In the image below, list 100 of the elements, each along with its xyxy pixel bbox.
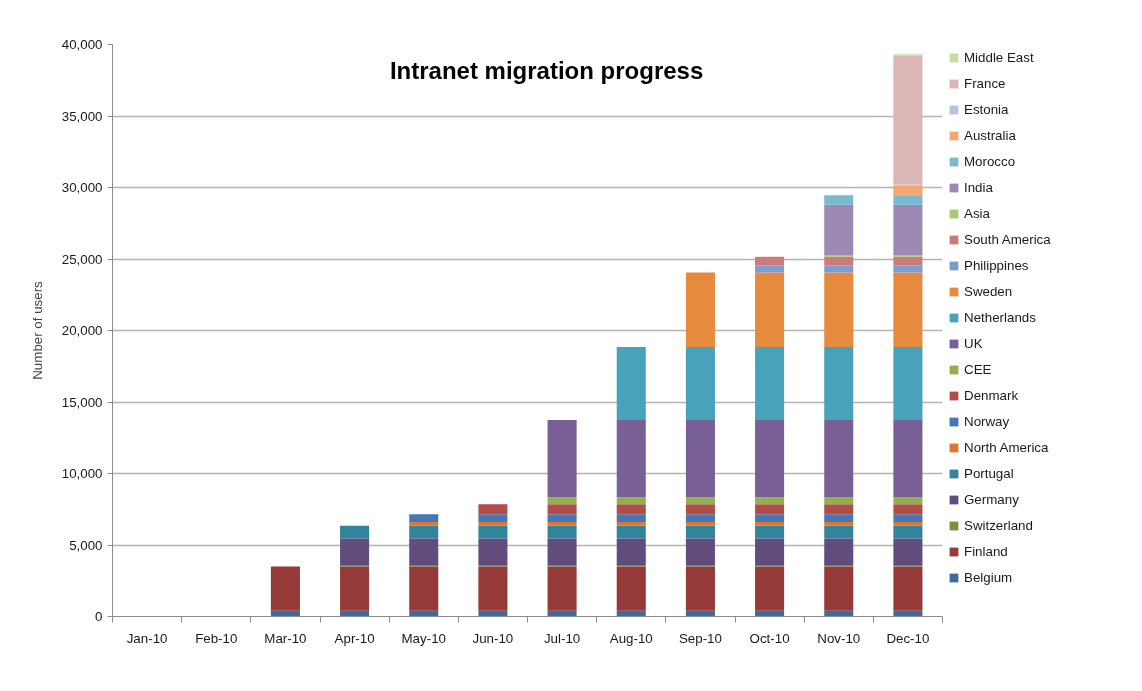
bar <box>685 419 715 498</box>
legend-label: Asia <box>964 206 990 221</box>
bar <box>824 195 854 205</box>
legend-label: Philippines <box>964 258 1029 273</box>
bar <box>755 272 785 347</box>
bar <box>685 514 715 523</box>
bar <box>616 346 646 420</box>
y-tick-label: 5,000 <box>69 537 103 553</box>
legend-label: Denmark <box>964 388 1019 403</box>
legend-label: Finland <box>964 544 1008 559</box>
bar <box>547 538 577 566</box>
bar <box>824 419 854 498</box>
bar <box>893 497 923 505</box>
legend-label: Norway <box>964 414 1010 429</box>
legend-label: Netherlands <box>964 310 1036 325</box>
x-tick-label: Oct-10 <box>749 630 790 646</box>
bar <box>893 256 923 266</box>
bar <box>824 204 854 256</box>
bar <box>755 522 785 526</box>
bar <box>547 566 577 611</box>
y-tick-label: 10,000 <box>61 466 103 481</box>
legend-label: Portugal <box>964 466 1014 481</box>
bar <box>409 525 439 539</box>
bar <box>893 195 923 205</box>
bar <box>893 566 923 611</box>
x-tick-label: Sep-10 <box>678 630 722 646</box>
y-tick-label: 40,000 <box>61 37 103 52</box>
bar <box>478 514 508 523</box>
bar <box>616 514 646 523</box>
bar <box>824 272 854 347</box>
bar <box>409 566 439 611</box>
x-tick-label: Nov-10 <box>817 630 861 646</box>
bar <box>547 522 577 526</box>
legend-label: Germany <box>964 492 1019 507</box>
text: Intranet migration progress <box>389 56 704 84</box>
bar <box>478 525 508 539</box>
y-tick-label: 20,000 <box>61 323 103 338</box>
legend-label: Sweden <box>964 284 1013 299</box>
bar <box>824 525 854 539</box>
bar <box>824 538 854 566</box>
bar <box>478 566 508 611</box>
bar <box>685 522 715 526</box>
bar <box>478 522 508 526</box>
legend-label: India <box>964 180 993 195</box>
legend-label: Australia <box>964 128 1016 143</box>
bar <box>824 522 854 526</box>
x-tick-label: Dec-10 <box>886 630 930 646</box>
y-tick-label: 30,000 <box>61 180 103 195</box>
legend-label: Belgium <box>964 570 1013 585</box>
bar <box>893 522 923 526</box>
legend-label: Switzerland <box>964 518 1033 533</box>
bar <box>340 525 370 539</box>
x-tick-label: May-10 <box>401 630 446 646</box>
bar <box>547 514 577 523</box>
bar <box>616 566 646 611</box>
bar <box>755 566 785 611</box>
bar <box>755 256 785 266</box>
y-axis-title: Number of users <box>29 280 45 380</box>
bar <box>409 538 439 566</box>
x-tick-label: Aug-10 <box>609 630 653 646</box>
bar <box>824 265 854 273</box>
bar <box>893 538 923 566</box>
bar <box>616 419 646 498</box>
bar <box>755 525 785 539</box>
bar <box>547 419 577 498</box>
bar <box>616 504 646 515</box>
bar <box>478 504 508 515</box>
bar <box>685 346 715 420</box>
bar <box>755 265 785 273</box>
bar <box>685 272 715 347</box>
bar <box>893 55 923 185</box>
bar <box>755 346 785 420</box>
bar <box>340 566 370 611</box>
bar <box>547 497 577 505</box>
bar <box>409 522 439 526</box>
legend-label: Middle East <box>964 50 1034 65</box>
bar <box>893 204 923 256</box>
bar <box>547 504 577 515</box>
bar <box>547 525 577 539</box>
legend-label: Estonia <box>964 102 1009 117</box>
legend-label: Morocco <box>964 154 1016 169</box>
bar <box>893 525 923 539</box>
y-tick-label: 15,000 <box>61 394 103 410</box>
legend-label: South America <box>964 232 1051 247</box>
bar <box>685 497 715 505</box>
bar <box>616 497 646 505</box>
bar <box>755 419 785 498</box>
bar <box>893 504 923 515</box>
y-tick-label: 35,000 <box>61 108 103 124</box>
bar <box>893 185 923 196</box>
legend-label: North America <box>964 440 1049 455</box>
bar <box>685 566 715 611</box>
bar <box>824 566 854 611</box>
legend-label: UK <box>964 336 984 351</box>
bar <box>616 525 646 539</box>
legend-label: France <box>964 76 1006 91</box>
bar <box>824 514 854 523</box>
bar <box>824 256 854 266</box>
legend-label: CEE <box>964 362 992 377</box>
y-tick-label: 0 <box>95 609 103 624</box>
